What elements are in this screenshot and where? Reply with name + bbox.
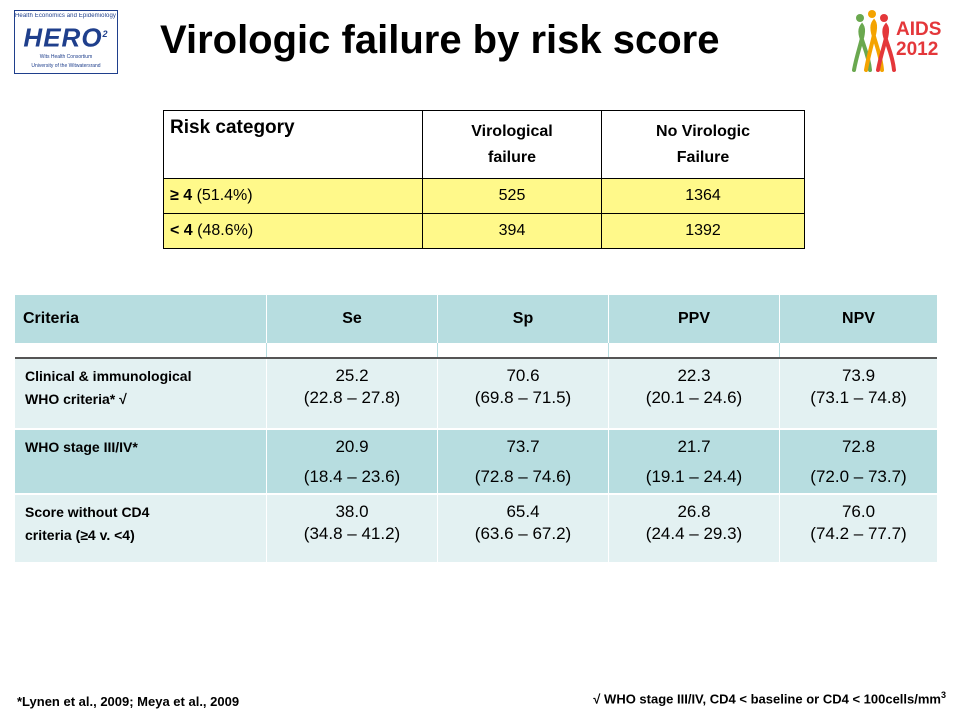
aids-logo-text-line2: 2012 xyxy=(896,39,939,60)
criteria-cell: Score without CD4 criteria (≥4 v. <4) xyxy=(15,494,267,564)
ribbon-figures-icon xyxy=(852,10,896,72)
spacer-cell xyxy=(266,343,438,359)
criteria-line2: WHO criteria* √ xyxy=(25,391,127,407)
hero-logo-wordmark: HERO xyxy=(23,22,103,53)
hero-logo-word: HERO2 xyxy=(15,21,117,51)
spacer-cell xyxy=(15,343,267,359)
npv-cell: 73.9 (73.1 – 74.8) xyxy=(779,358,937,430)
table-row: Clinical & immunological WHO criteria* √ … xyxy=(15,358,937,430)
se-cell: 20.9 (18.4 – 23.6) xyxy=(266,429,438,495)
criteria-cell: WHO stage III/IV* xyxy=(15,429,267,495)
se-cell: 25.2 (22.8 – 27.8) xyxy=(266,358,438,430)
footnote-superscript: 3 xyxy=(940,690,946,700)
novf-count: 1392 xyxy=(601,213,805,249)
hero-logo-bottom-line1: Wits Health Consortium xyxy=(39,53,93,60)
spacer-cell xyxy=(608,343,780,359)
npv-cell: 76.0 (74.2 – 77.7) xyxy=(779,494,937,564)
risk-category-header: Risk category xyxy=(163,110,423,179)
sp-ci: (69.8 – 71.5) xyxy=(474,388,572,407)
ppv-ci: (24.4 – 29.3) xyxy=(645,524,743,543)
table-row: < 4 (48.6%) 394 1392 xyxy=(163,213,805,249)
npv-ci: (72.0 – 73.7) xyxy=(810,467,907,486)
npv-cell: 72.8 (72.0 – 73.7) xyxy=(779,429,937,495)
criteria-table: Criteria Se Sp PPV NPV Clinical & immuno… xyxy=(15,295,937,564)
aids-logo-text: AIDS 2012 xyxy=(896,20,941,60)
page-title: Virologic failure by risk score xyxy=(160,18,720,62)
sp-ci: (72.8 – 74.6) xyxy=(474,467,572,486)
sp-value: 70.6 xyxy=(506,366,540,385)
table-row: WHO stage III/IV* 20.9 (18.4 – 23.6) 73.7… xyxy=(15,429,937,495)
aids-logo-text-line1: AIDS xyxy=(896,19,942,40)
se-ci: (18.4 – 23.6) xyxy=(303,467,401,486)
ppv-cell: 26.8 (24.4 – 29.3) xyxy=(608,494,780,564)
risk-row-label-bold: < 4 xyxy=(170,222,193,239)
novf-count: 1364 xyxy=(601,178,805,214)
risk-row-label-bold: ≥ 4 xyxy=(170,187,193,204)
npv-value: 76.0 xyxy=(841,502,876,521)
sp-cell: 65.4 (63.6 – 67.2) xyxy=(437,494,609,564)
ppv-value: 26.8 xyxy=(677,502,711,521)
hero-logo-bottom-line2: University of the Witwatersrand xyxy=(31,62,101,69)
criteria-line1: Clinical & immunological xyxy=(25,368,192,384)
npv-header: NPV xyxy=(779,295,937,343)
criteria-cell: Clinical & immunological WHO criteria* √ xyxy=(15,358,267,430)
no-virologic-failure-header: No Virologic Failure xyxy=(601,110,805,179)
criteria-line2: criteria (≥4 v. <4) xyxy=(25,527,135,543)
footnote-criteria-text: √ WHO stage III/IV, CD4 < baseline or CD… xyxy=(593,691,941,707)
ppv-value: 21.7 xyxy=(677,437,711,456)
se-value: 25.2 xyxy=(335,366,369,385)
header-spacer-row xyxy=(15,343,937,359)
risk-row-label-rest: (48.6%) xyxy=(192,222,254,239)
ppv-value: 22.3 xyxy=(677,366,711,385)
risk-category-table: Risk category Virological failure No Vir… xyxy=(163,110,805,249)
ppv-ci: (20.1 – 24.6) xyxy=(645,388,743,407)
sp-value: 73.7 xyxy=(506,437,540,456)
se-header: Se xyxy=(266,295,438,343)
table-row: ≥ 4 (51.4%) 525 1364 xyxy=(163,178,805,214)
sp-cell: 70.6 (69.8 – 71.5) xyxy=(437,358,609,430)
hero-logo: Health Economics and Epidemiology Resear… xyxy=(14,10,118,74)
se-value: 20.9 xyxy=(335,437,369,456)
vf-header-line1: Virological xyxy=(471,123,553,140)
vf-count: 394 xyxy=(422,213,602,249)
sp-value: 65.4 xyxy=(506,502,540,521)
hero-logo-superscript: 2 xyxy=(102,29,109,39)
criteria-line1: WHO stage III/IV* xyxy=(25,439,138,455)
virological-failure-header: Virological failure xyxy=(422,110,602,179)
npv-value: 73.9 xyxy=(841,366,876,385)
risk-row-label-rest: (51.4%) xyxy=(192,187,253,204)
vf-header-line2: failure xyxy=(487,149,536,166)
novf-header-line2: Failure xyxy=(676,149,730,166)
sp-header: Sp xyxy=(437,295,609,343)
risk-row-label: < 4 (48.6%) xyxy=(163,213,423,249)
npv-ci: (73.1 – 74.8) xyxy=(810,388,907,407)
ppv-ci: (19.1 – 24.4) xyxy=(645,467,743,486)
spacer-cell xyxy=(779,343,937,359)
se-cell: 38.0 (34.8 – 41.2) xyxy=(266,494,438,564)
ppv-cell: 22.3 (20.1 – 24.6) xyxy=(608,358,780,430)
se-value: 38.0 xyxy=(335,502,369,521)
ppv-cell: 21.7 (19.1 – 24.4) xyxy=(608,429,780,495)
spacer-cell xyxy=(437,343,609,359)
aids-2012-logo: AIDS 2012 xyxy=(848,8,952,78)
sp-cell: 73.7 (72.8 – 74.6) xyxy=(437,429,609,495)
npv-ci: (74.2 – 77.7) xyxy=(810,524,907,543)
se-ci: (34.8 – 41.2) xyxy=(303,524,401,543)
criteria-line1: Score without CD4 xyxy=(25,504,150,520)
criteria-table-header-row: Criteria Se Sp PPV NPV xyxy=(15,295,937,343)
footnote-criteria-definition: √ WHO stage III/IV, CD4 < baseline or CD… xyxy=(593,690,946,706)
table-row: Score without CD4 criteria (≥4 v. <4) 38.… xyxy=(15,494,937,564)
risk-row-label: ≥ 4 (51.4%) xyxy=(163,178,423,214)
criteria-header: Criteria xyxy=(15,295,267,343)
footnote-references: *Lynen et al., 2009; Meya et al., 2009 xyxy=(17,694,240,709)
risk-table-header-row: Risk category Virological failure No Vir… xyxy=(163,110,805,179)
novf-header-line1: No Virologic xyxy=(656,123,750,140)
se-ci: (22.8 – 27.8) xyxy=(303,388,401,407)
vf-count: 525 xyxy=(422,178,602,214)
npv-value: 72.8 xyxy=(841,437,876,456)
hero-logo-top-text: Health Economics and Epidemiology Resear… xyxy=(15,13,117,19)
sp-ci: (63.6 – 67.2) xyxy=(474,524,572,543)
ppv-header: PPV xyxy=(608,295,780,343)
